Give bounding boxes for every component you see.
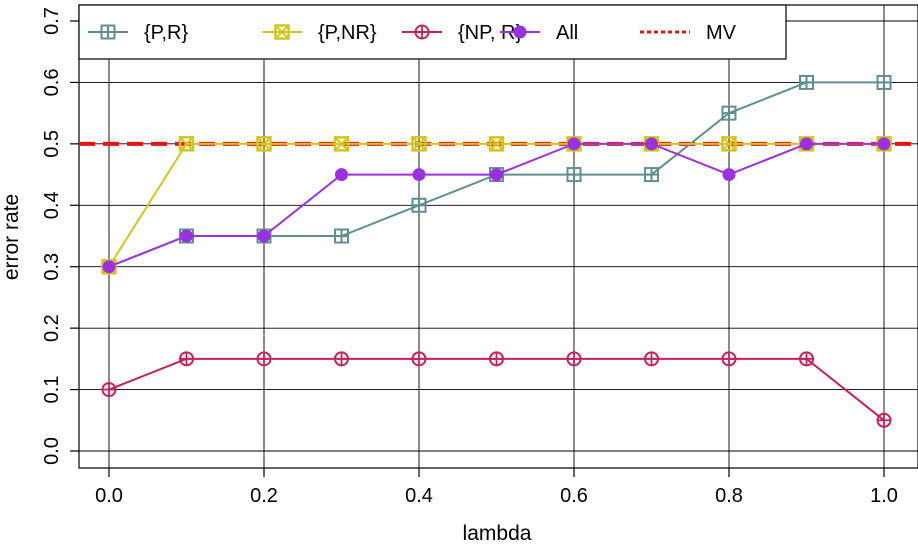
legend-marker [513, 25, 527, 39]
x-tick-label: 0.8 [715, 485, 743, 507]
axes-group: 0.0 0.1 0.2 0.3 0.4 0.5 0.6 0.7 0.0 0.2 0.4 0.6 0.8 1… [41, 7, 898, 507]
data-point [179, 351, 194, 367]
data-point [877, 137, 891, 151]
data-point [412, 168, 426, 182]
data-point [333, 136, 350, 152]
data-point [644, 351, 659, 367]
x-tick-label: 0.0 [95, 485, 123, 507]
data-point [101, 382, 117, 398]
data-point [567, 137, 581, 151]
x-tick-label: 0.6 [560, 485, 588, 507]
data-point [876, 74, 892, 90]
y-tick-label: 0.3 [41, 253, 63, 281]
data-point [490, 168, 503, 182]
y-tick-label: 0.0 [41, 437, 63, 465]
data-point [256, 136, 272, 152]
legend-item: All [500, 22, 578, 44]
data-point [257, 229, 271, 243]
legend-marker [414, 24, 430, 40]
data-point [335, 168, 348, 182]
x-tick-label: 0.2 [250, 485, 278, 507]
y-axis-title: error rate [0, 194, 23, 280]
data-point [799, 74, 814, 90]
data-point [644, 167, 659, 183]
data-point [488, 136, 505, 152]
data-point [721, 105, 737, 121]
data-point [180, 229, 193, 243]
legend-marker [274, 24, 290, 40]
y-tick-label: 0.2 [41, 314, 63, 342]
x-axis-title: lambda [463, 522, 532, 544]
legend-item: MV [640, 22, 737, 44]
y-tick-label: 0.4 [41, 191, 63, 219]
data-point [721, 136, 737, 152]
legend-marker [100, 24, 116, 40]
grid-lines [79, 5, 918, 468]
legend-item: {P,NR} [262, 22, 377, 44]
legend-label: {NP, R} [458, 22, 522, 44]
series-2 [101, 351, 892, 428]
data-point [799, 351, 814, 367]
data-point [566, 351, 582, 367]
data-point [722, 168, 736, 182]
data-point [721, 351, 737, 367]
legend: {P,R} {P,NR} {NP, R} All MV [78, 4, 787, 60]
data-point [876, 412, 892, 428]
legend-item: {NP, R} [402, 22, 522, 44]
data-point [256, 351, 272, 367]
y-tick-label: 0.1 [41, 376, 63, 404]
data-point [489, 351, 504, 367]
x-tick-label: 1.0 [870, 485, 898, 507]
data-point [178, 136, 195, 152]
y-tick-label: 0.6 [41, 69, 63, 97]
legend-item: {P,R} [88, 22, 188, 44]
legend-label: MV [706, 22, 737, 44]
data-point [411, 136, 427, 152]
data-point [102, 260, 116, 274]
data-point [645, 137, 658, 151]
y-tick-label: 0.5 [41, 130, 63, 158]
series-group [101, 74, 892, 428]
data-point [411, 351, 427, 367]
data-point [334, 228, 349, 244]
legend-label: {P,NR} [318, 22, 377, 44]
data-point [411, 197, 427, 213]
series-3 [102, 137, 891, 274]
x-tick-label: 0.4 [405, 485, 433, 507]
data-point [334, 351, 349, 367]
data-point [566, 167, 582, 183]
data-point [800, 137, 813, 151]
legend-label: {P,R} [144, 22, 188, 44]
legend-label: All [556, 22, 578, 44]
y-tick-label: 0.7 [41, 7, 63, 35]
